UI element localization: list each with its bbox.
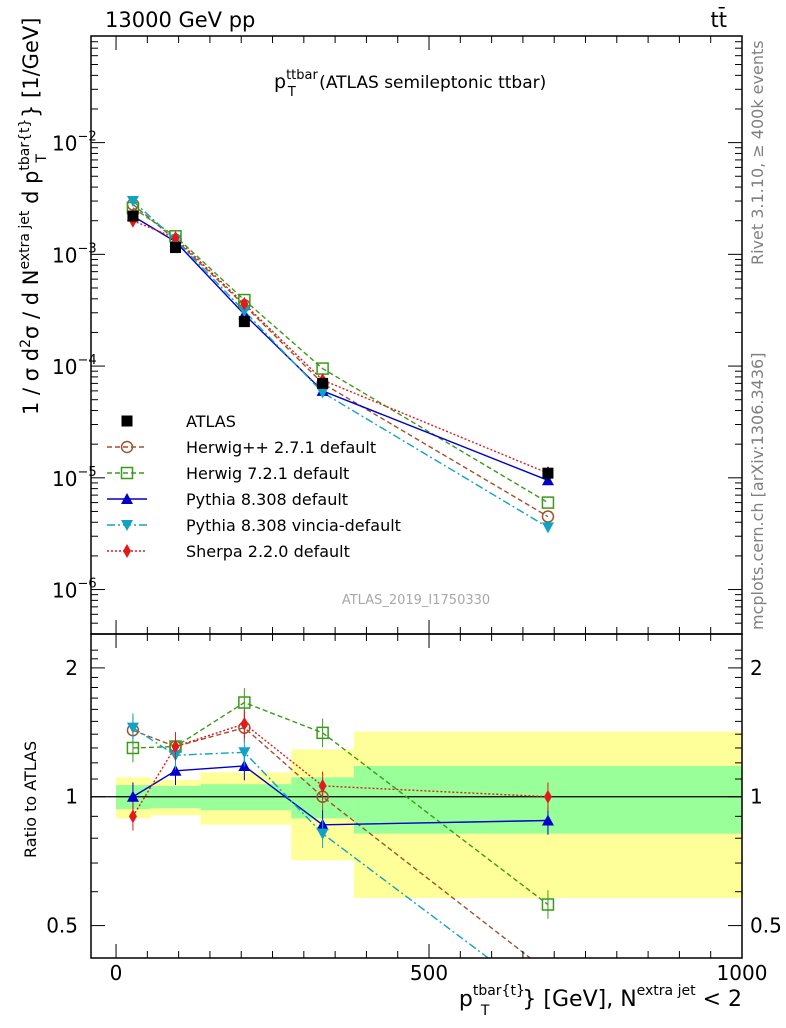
- main-y-tick-exp: −3: [77, 241, 96, 256]
- atlas-data-point-3: [317, 377, 329, 389]
- ratio-point-series-1-3: [316, 726, 329, 740]
- legend-marker-3: [121, 493, 133, 504]
- main-line-series-1: [132, 207, 549, 504]
- main-point-series-4-1: [171, 231, 180, 246]
- legend-label-4: Pythia 8.308 vincia-default: [186, 516, 401, 535]
- x-tick-label: 0: [110, 961, 123, 985]
- legend-label-2: Herwig 7.2.1 default: [186, 464, 349, 483]
- main-y-tick-label: 10−3: [52, 241, 97, 267]
- main-point-series-0-4: [541, 510, 555, 523]
- ratio-y-tick-label-right: 1: [750, 785, 763, 809]
- ratio-frame: [90, 633, 743, 959]
- ratio-point-series-2-1: [169, 764, 182, 776]
- main-line-series-0: [132, 203, 549, 518]
- main-y-tick-label: 10−4: [52, 353, 97, 379]
- legend-marker-5: [123, 544, 131, 558]
- plot-title-rest: (ATLAS semileptonic ttbar): [314, 73, 546, 93]
- main-y-tick-base: 10: [52, 467, 77, 491]
- plot-title-sup: ttbar: [286, 68, 318, 83]
- main-y-tick-base: 10: [52, 355, 77, 379]
- rivet-version-label: Rivet 3.1.10, ≥ 400k events: [748, 40, 767, 265]
- x-tick-label: 1000: [717, 961, 768, 985]
- ratio-y-tick-label: 0.5: [46, 914, 78, 938]
- header-energy-label: 13000 GeV pp: [105, 8, 255, 32]
- main-y-tick-label: 10−5: [52, 465, 97, 491]
- legend-marker-1: [120, 440, 134, 454]
- main-y-tick-exp: −2: [77, 130, 96, 145]
- ratio-series-group: [126, 688, 555, 977]
- main-y-tick-base: 10: [52, 132, 77, 156]
- main-y-tick-label: 10−2: [52, 130, 97, 156]
- ratio-point-series-4-0: [128, 809, 137, 824]
- legend-label-5: Sherpa 2.2.0 default: [186, 542, 350, 561]
- plot-title: pttbar T (ATLAS semileptonic ttbar): [274, 68, 546, 100]
- main-point-series-3-3: [316, 387, 329, 399]
- ratio-line-series-4: [132, 723, 548, 817]
- ratio-point-series-3-2: [238, 747, 251, 759]
- ratio-panel: 0.5 0.5 1 1 2 2 0 500 1000: [46, 633, 782, 985]
- ratio-y-axis-label: Ratio to ATLAS: [21, 741, 40, 858]
- ratio-point-series-1-2: [238, 696, 251, 709]
- main-point-series-4-2: [240, 296, 249, 311]
- ratio-point-series-0-4: [542, 966, 553, 977]
- atlas-data-point-2: [238, 316, 250, 328]
- legend-marker-2: [120, 466, 134, 480]
- main-y-tick-label: 10−6: [52, 577, 97, 603]
- ratio-y-tick-label: 2: [65, 656, 78, 680]
- main-series-group: [126, 196, 555, 534]
- mcplots-label: mcplots.cern.ch [arXiv:1306.3436]: [748, 353, 767, 630]
- legend-label-1: Herwig++ 2.7.1 default: [186, 438, 376, 457]
- atlas-data-point-0: [127, 210, 139, 222]
- ratio-point-series-3-0: [126, 722, 139, 734]
- plot-title-sub: T: [287, 85, 296, 100]
- main-y-tick-exp: −5: [77, 465, 96, 480]
- legend-marker-0: [121, 415, 133, 427]
- main-y-tick-exp: −4: [77, 353, 96, 368]
- atlas-data-point-1: [170, 242, 182, 254]
- legend-marker-4: [121, 520, 133, 531]
- ratio-y-tick-label-right: 0.5: [750, 914, 782, 938]
- main-point-series-3-0: [126, 196, 139, 208]
- x-tick-label: 500: [410, 961, 448, 985]
- main-y-tick-base: 10: [52, 243, 77, 267]
- ratio-point-series-4-1: [171, 739, 180, 754]
- ratio-point-series-1-4: [541, 898, 555, 911]
- main-y-tick-exp: −6: [77, 577, 96, 592]
- legend-label-3: Pythia 8.308 default: [186, 490, 348, 509]
- ratio-point-series-4-2: [240, 716, 249, 731]
- ratio-point-series-4-3: [318, 778, 327, 793]
- analysis-watermark: ATLAS_2019_I1750330: [342, 593, 490, 608]
- main-point-series-1-4: [541, 496, 555, 509]
- x-axis-label: ptbar{t} T} [GeV], Nextra jet < 2: [459, 983, 742, 1019]
- main-y-tick-base: 10: [52, 579, 77, 603]
- main-point-series-3-4: [541, 522, 554, 534]
- ratio-y-tick-label-right: 2: [750, 656, 763, 680]
- ratio-point-series-1-0: [126, 741, 140, 755]
- legend-label-0: ATLAS: [186, 412, 236, 431]
- header-process-label: tt̄: [711, 7, 727, 32]
- main-point-series-3-2: [238, 306, 251, 318]
- ratio-point-series-2-4: [541, 814, 554, 826]
- ratio-point-series-2-0: [126, 790, 139, 802]
- ratio-point-series-3-3: [316, 828, 329, 840]
- ratio-point-series-4-4: [543, 789, 552, 804]
- plot-title-main: p: [274, 71, 286, 93]
- ratio-y-tick-label: 1: [65, 785, 78, 809]
- atlas-data-point-4: [542, 467, 554, 479]
- main-y-axis-label: 1 / σ d2σ / d Nextra jet d ptbar{t}T} [1…: [17, 18, 50, 415]
- legend: ATLAS Herwig++ 2.7.1 default Herwig 7.2.1 …: [107, 412, 401, 561]
